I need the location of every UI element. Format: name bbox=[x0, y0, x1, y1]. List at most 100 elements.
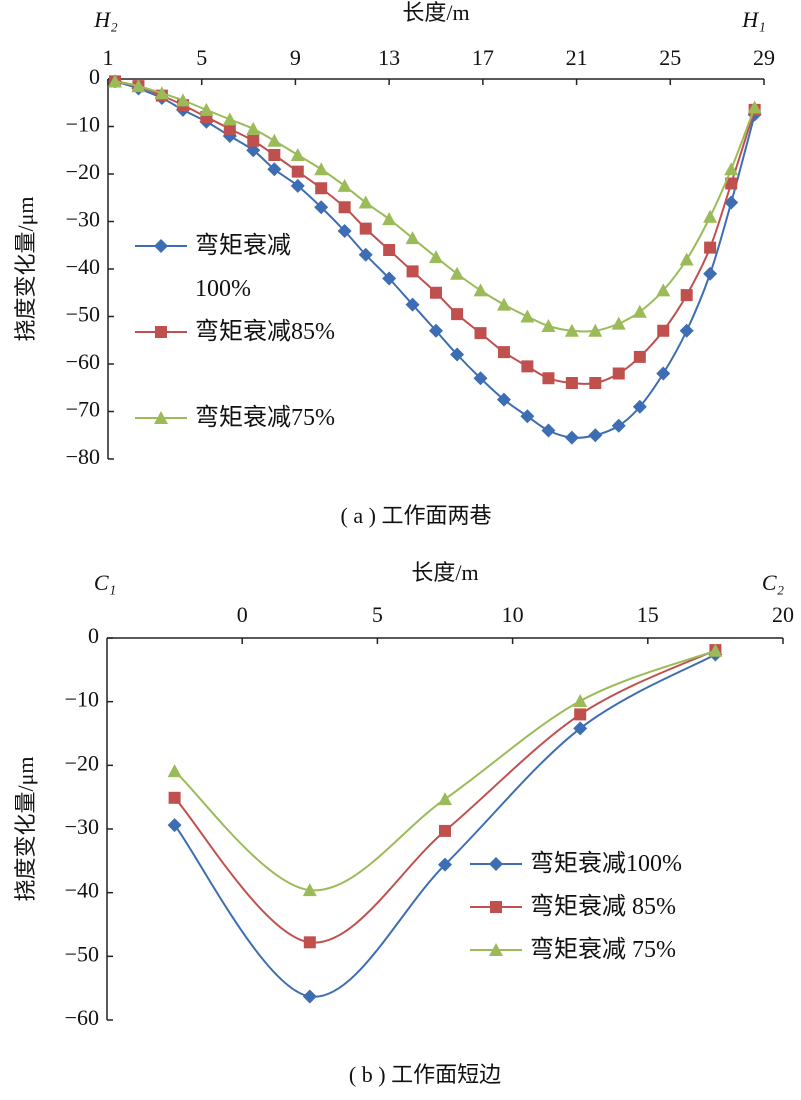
marker bbox=[405, 231, 420, 245]
marker bbox=[489, 943, 503, 956]
legend-label: 弯矩衰减100% bbox=[530, 851, 682, 877]
x-tick-label: 25 bbox=[659, 45, 681, 70]
marker bbox=[724, 195, 739, 210]
marker bbox=[474, 327, 487, 340]
marker bbox=[520, 409, 535, 424]
legend-label: 弯矩衰减 85% bbox=[530, 894, 676, 920]
marker bbox=[429, 323, 443, 338]
marker bbox=[267, 133, 282, 147]
marker bbox=[338, 201, 351, 214]
x-tick-label: 5 bbox=[196, 45, 207, 70]
marker bbox=[489, 857, 503, 871]
marker bbox=[358, 247, 373, 262]
marker bbox=[612, 367, 625, 380]
marker bbox=[473, 371, 488, 386]
marker bbox=[724, 162, 739, 176]
marker bbox=[268, 149, 281, 161]
marker bbox=[199, 102, 214, 116]
x-tick-label: 13 bbox=[378, 45, 400, 70]
marker bbox=[314, 200, 329, 215]
marker bbox=[725, 177, 738, 190]
legend-label: 弯矩衰减85% bbox=[195, 319, 335, 345]
marker bbox=[703, 209, 718, 223]
legend-entry: 弯矩衰减 75% bbox=[530, 937, 676, 963]
x-tick-label: 29 bbox=[753, 45, 775, 70]
annotation: H₁ bbox=[741, 7, 766, 32]
marker bbox=[496, 392, 511, 407]
y-tick-label: 0 bbox=[88, 623, 99, 648]
marker bbox=[167, 818, 182, 833]
legend-entry: 弯矩衰减 85% bbox=[530, 894, 676, 920]
marker bbox=[108, 74, 123, 88]
marker bbox=[337, 178, 352, 192]
marker bbox=[656, 283, 671, 297]
y-tick-label: −70 bbox=[66, 397, 100, 422]
caption: ( a ) 工作面两巷 bbox=[341, 503, 492, 528]
annotation: H₂ bbox=[93, 7, 118, 32]
marker bbox=[473, 283, 488, 297]
legend-label: 弯矩衰减75% bbox=[195, 405, 335, 431]
marker bbox=[679, 252, 694, 266]
x-tick-label: 15 bbox=[637, 602, 659, 627]
legend-label: 弯矩衰减 75% bbox=[530, 937, 676, 963]
marker bbox=[656, 366, 671, 381]
y-axis-label: 挠度变化量/μm bbox=[13, 756, 38, 901]
marker bbox=[291, 165, 304, 178]
marker bbox=[438, 792, 452, 806]
marker bbox=[657, 324, 670, 337]
marker bbox=[633, 350, 646, 363]
chart-title: 长度/m bbox=[402, 0, 469, 25]
marker bbox=[406, 265, 419, 278]
legend-label: 弯矩衰减100% bbox=[195, 233, 291, 302]
marker bbox=[359, 222, 372, 235]
y-tick-label: −40 bbox=[65, 878, 99, 903]
marker bbox=[588, 428, 603, 443]
marker bbox=[246, 121, 261, 135]
y-tick-label: −10 bbox=[66, 112, 100, 137]
marker bbox=[541, 423, 556, 438]
x-tick-label: 17 bbox=[472, 45, 494, 70]
marker bbox=[167, 764, 182, 778]
x-tick-label: 10 bbox=[502, 602, 524, 627]
y-tick-label: −20 bbox=[66, 159, 100, 184]
marker bbox=[747, 100, 762, 114]
y-tick-label: −40 bbox=[66, 254, 100, 279]
y-axis-label: 挠度变化量/μm bbox=[13, 196, 38, 341]
marker bbox=[704, 241, 717, 254]
marker bbox=[450, 266, 465, 280]
marker bbox=[154, 86, 169, 100]
legend-entry: 弯矩衰减85% bbox=[195, 319, 335, 345]
marker bbox=[708, 643, 723, 657]
y-tick-label: −60 bbox=[66, 349, 100, 374]
y-tick-label: −30 bbox=[66, 207, 100, 232]
marker bbox=[521, 360, 534, 373]
chart-title: 长度/m bbox=[411, 560, 478, 585]
marker bbox=[155, 326, 167, 338]
marker bbox=[429, 250, 443, 264]
marker bbox=[497, 346, 510, 359]
marker bbox=[290, 178, 305, 193]
marker bbox=[337, 224, 352, 238]
marker bbox=[405, 297, 420, 312]
marker bbox=[574, 708, 587, 721]
marker bbox=[611, 316, 626, 330]
marker bbox=[383, 244, 396, 256]
y-tick-label: −20 bbox=[65, 750, 99, 775]
marker bbox=[573, 721, 588, 736]
y-tick-label: −50 bbox=[66, 302, 100, 327]
marker bbox=[611, 418, 626, 433]
marker bbox=[451, 308, 464, 321]
marker bbox=[430, 286, 442, 299]
marker bbox=[588, 323, 603, 337]
x-tick-label: 21 bbox=[566, 45, 588, 70]
marker bbox=[439, 824, 451, 837]
legend-entry: 弯矩衰减100% bbox=[195, 233, 291, 302]
marker bbox=[703, 266, 718, 281]
marker bbox=[496, 297, 511, 311]
marker bbox=[541, 319, 556, 332]
marker bbox=[632, 399, 647, 414]
series-line bbox=[173, 653, 716, 998]
x-tick-label: 20 bbox=[772, 602, 794, 627]
